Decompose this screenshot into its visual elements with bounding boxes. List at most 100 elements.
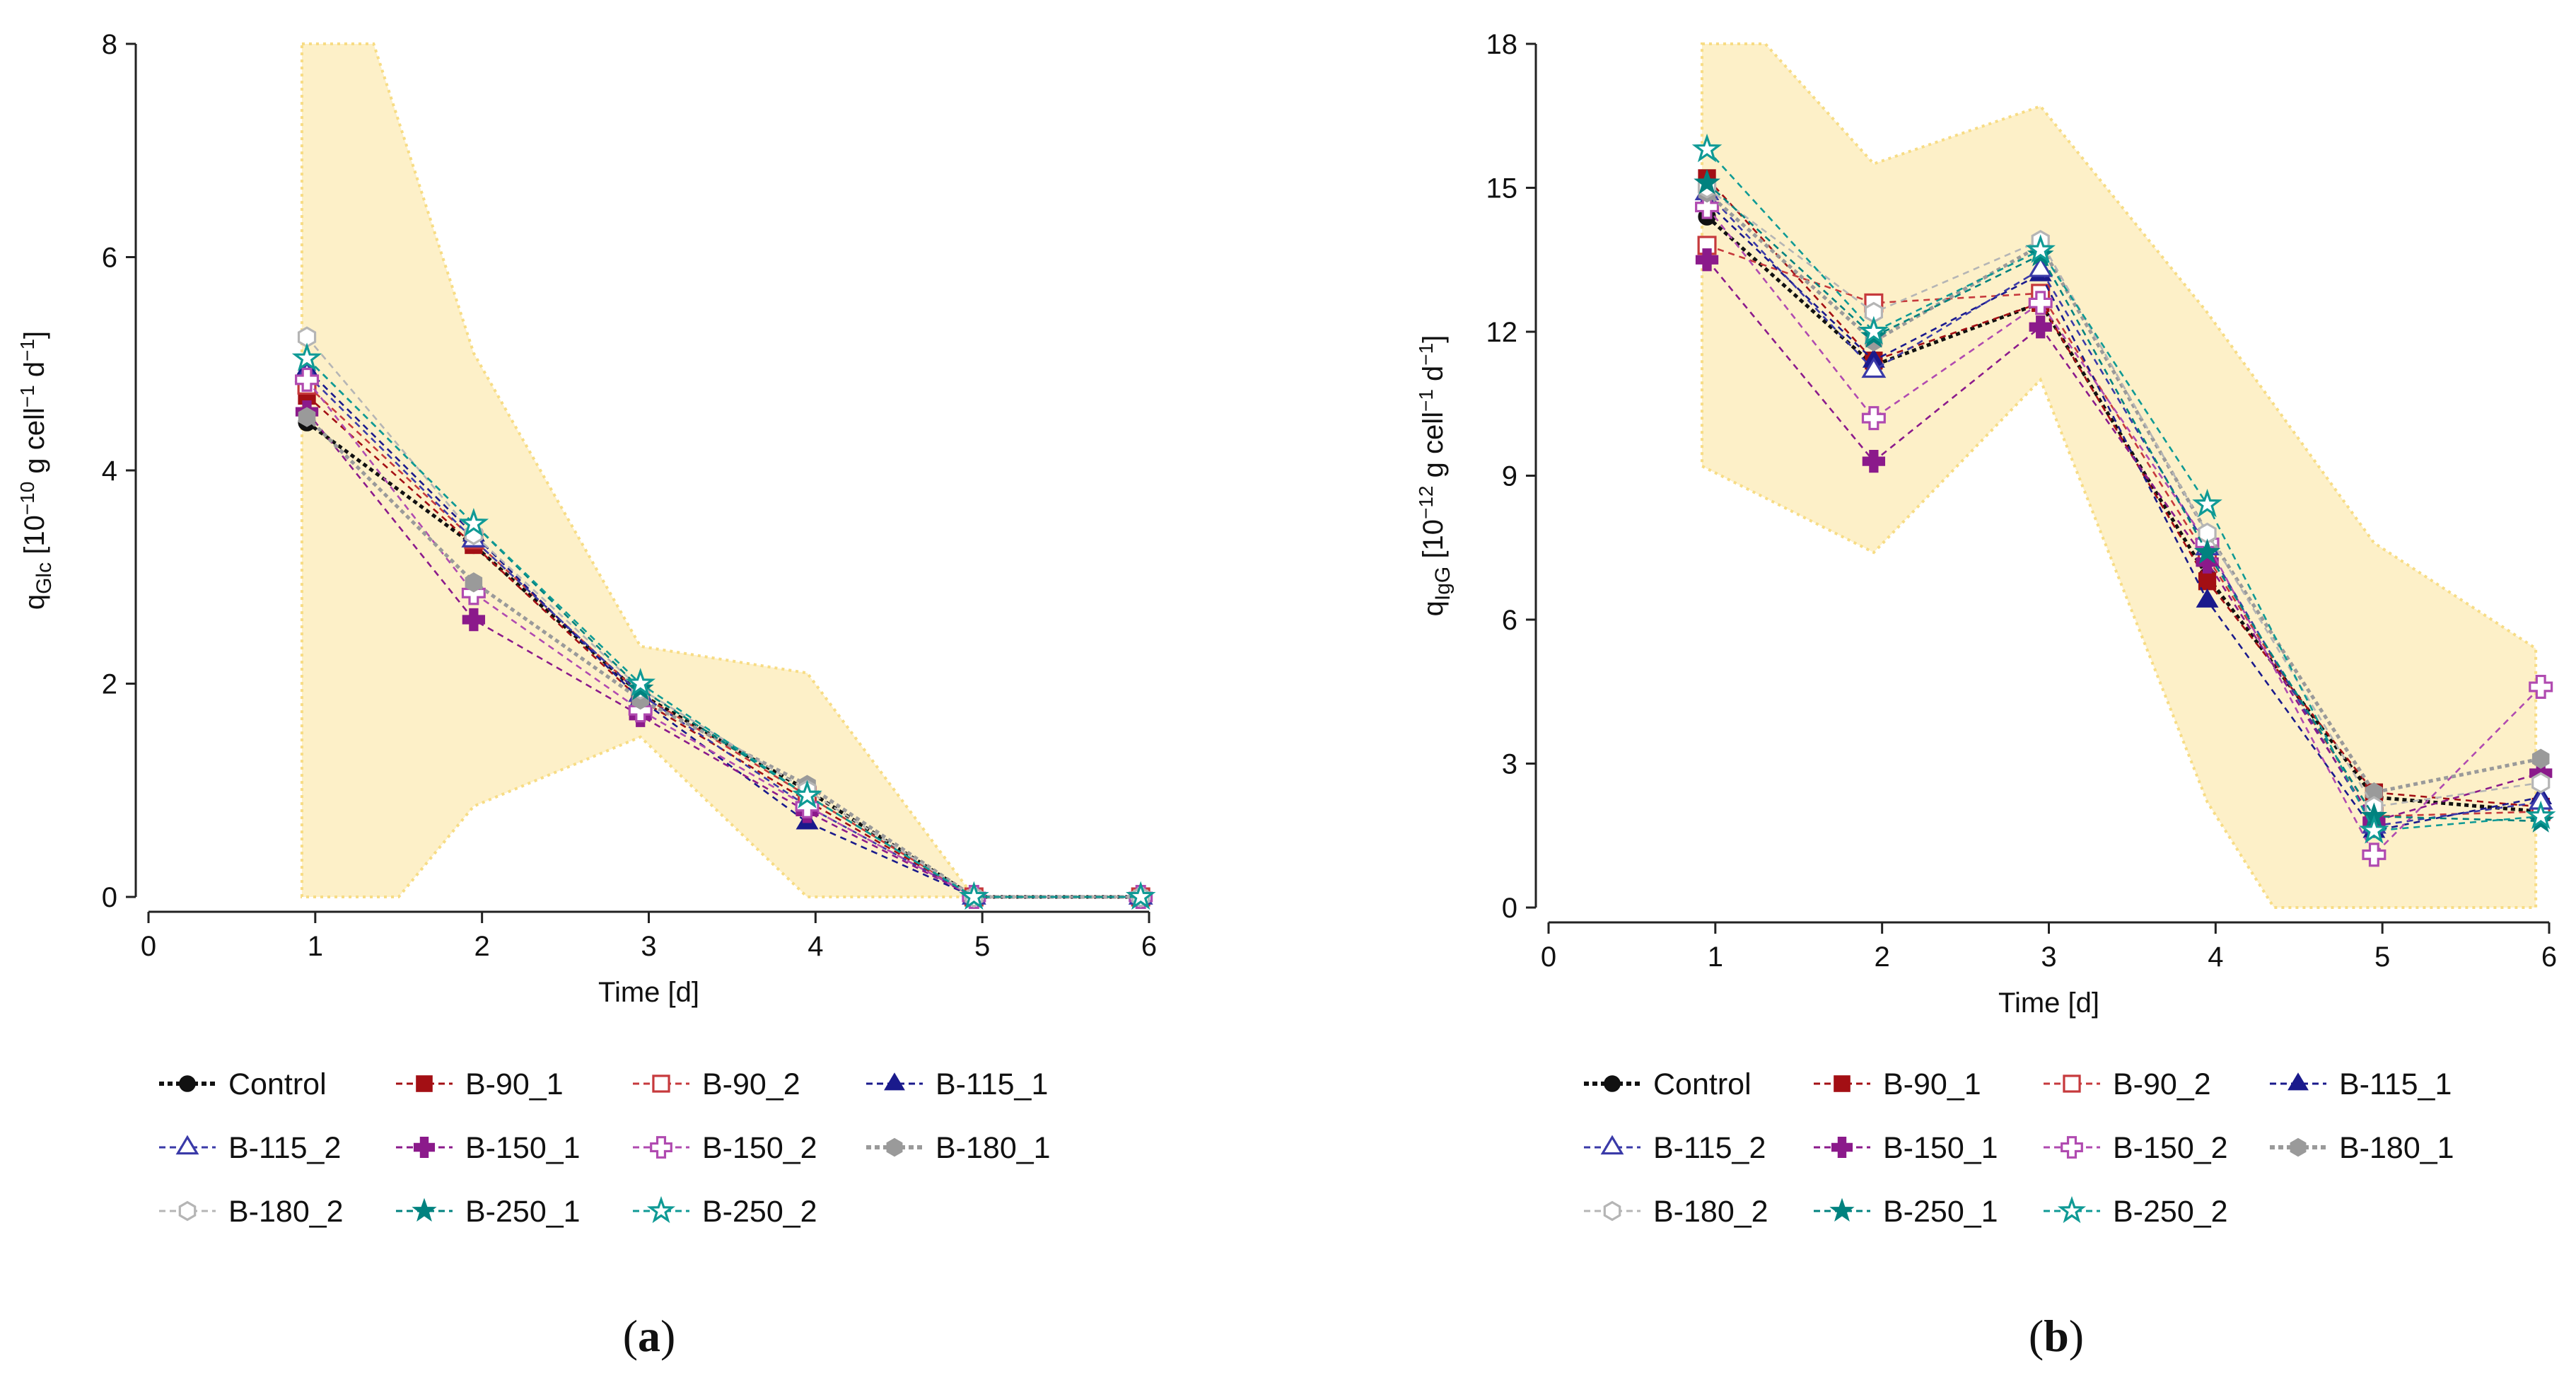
legend-label: B-250_1 <box>465 1195 581 1229</box>
legend-label: B-115_2 <box>228 1131 341 1165</box>
data-point <box>2531 772 2551 794</box>
legend: Control B-90_1 B-90_2 B-115_1 B-115_2 B-150_1… <box>159 1067 1051 1229</box>
legend-item: B-150_1 <box>1814 1131 1998 1165</box>
legend-item: B-115_1 <box>866 1067 1048 1101</box>
data-point <box>1125 881 1156 910</box>
legend-label: Control <box>1653 1067 1752 1101</box>
series-B-250_2 <box>1691 133 2556 844</box>
data-point <box>1861 406 1886 431</box>
data-point <box>1695 195 1720 219</box>
data-point <box>291 342 322 371</box>
y-axis-label: qGlc [10−10 g cell−1 d−1] <box>16 331 56 610</box>
legend-label: B-250_2 <box>702 1195 817 1229</box>
legend-marker <box>646 1195 676 1224</box>
legend-item: B-90_1 <box>1814 1067 1981 1101</box>
data-point <box>2362 842 2386 867</box>
legend-item: Control <box>159 1067 327 1101</box>
legend-marker <box>1604 1075 1621 1092</box>
legend-item: B-250_2 <box>633 1195 817 1229</box>
legend-label: B-90_1 <box>465 1067 564 1101</box>
series-line <box>1706 187 2541 808</box>
series-line <box>1706 259 2541 823</box>
y-tick-label: 6 <box>1502 605 1517 636</box>
legend-item: B-250_1 <box>1814 1195 1998 1229</box>
data-point <box>2193 538 2221 564</box>
x-tick-label: 1 <box>1708 941 1723 973</box>
y-tick-label: 6 <box>102 243 117 274</box>
x-tick-label: 4 <box>2208 941 2223 973</box>
legend-item: B-90_2 <box>633 1067 800 1101</box>
data-point <box>2192 488 2222 518</box>
data-point <box>465 572 483 593</box>
legend-marker <box>650 1136 672 1159</box>
legend-marker <box>652 1074 670 1093</box>
legend-label: B-115_1 <box>936 1067 1048 1101</box>
series-line <box>1706 191 2541 794</box>
legend: Control B-90_1 B-90_2 B-115_1 B-115_2 B-150_1… <box>1584 1067 2454 1229</box>
x-tick-label: 2 <box>1875 941 1890 973</box>
legend-item: B-115_1 <box>2270 1067 2452 1101</box>
x-tick-label: 1 <box>308 931 323 962</box>
panel-label: (a) <box>623 1311 676 1361</box>
legend-marker <box>2287 1072 2309 1091</box>
legend-label: B-150_1 <box>1883 1131 1998 1165</box>
legend-label: B-115_1 <box>2339 1067 2452 1101</box>
data-point <box>959 881 989 910</box>
y-tick-label: 15 <box>1486 173 1518 204</box>
x-tick-label: 2 <box>474 931 490 962</box>
confidence-band <box>1700 42 2538 909</box>
legend-item: B-90_1 <box>396 1067 564 1101</box>
series-line <box>1706 206 2542 857</box>
legend-item: B-150_1 <box>396 1131 581 1165</box>
legend-item: B-90_2 <box>2044 1067 2211 1101</box>
y-tick-label: 9 <box>1502 461 1517 492</box>
series-line <box>1706 178 2541 808</box>
series-B-250_2 <box>291 342 1156 910</box>
legend-label: B-250_2 <box>2113 1195 2228 1229</box>
legend-item: B-180_2 <box>159 1195 344 1229</box>
legend-marker <box>2057 1195 2087 1224</box>
y-tick-label: 18 <box>1486 29 1518 60</box>
legend-label: B-180_2 <box>1653 1195 1768 1229</box>
panel-label: (b) <box>2029 1311 2084 1361</box>
x-tick-label: 5 <box>974 931 990 962</box>
legend-marker <box>886 1137 903 1157</box>
data-point <box>2028 256 2053 277</box>
y-tick-label: 0 <box>102 882 117 913</box>
series-line <box>306 411 1141 898</box>
legend-marker <box>2290 1137 2307 1157</box>
legend-marker <box>1834 1075 1851 1092</box>
legend-label: Control <box>228 1067 327 1101</box>
data-point <box>1858 315 1889 345</box>
data-point <box>298 407 316 427</box>
legend-marker <box>175 1135 199 1155</box>
legend-marker <box>416 1075 433 1092</box>
data-point <box>2359 815 2389 844</box>
legend-item: B-180_1 <box>2270 1131 2454 1165</box>
legend-label: B-90_2 <box>702 1067 800 1101</box>
series-line <box>1706 215 2541 813</box>
legend-label: B-250_1 <box>1883 1195 1998 1229</box>
legend-item: B-115_2 <box>1584 1131 1766 1165</box>
legend-marker <box>884 1072 905 1091</box>
x-tick-label: 6 <box>2541 941 2557 973</box>
legend-marker <box>1603 1200 1621 1222</box>
y-tick-label: 0 <box>1502 893 1517 924</box>
legend-label: B-180_1 <box>936 1131 1051 1165</box>
series-line <box>306 357 1141 898</box>
data-point <box>792 780 822 809</box>
legend-label: B-150_2 <box>702 1131 817 1165</box>
legend-marker <box>2063 1074 2081 1093</box>
x-tick-label: 3 <box>641 931 656 962</box>
data-point <box>2531 748 2550 769</box>
x-tick-label: 4 <box>808 931 823 962</box>
data-point <box>2029 315 2052 339</box>
x-tick-label: 6 <box>1141 931 1157 962</box>
data-point <box>2529 674 2553 699</box>
confidence-band <box>300 42 1136 898</box>
legend-label: B-150_1 <box>465 1131 581 1165</box>
data-point <box>1695 248 1719 272</box>
y-tick-label: 3 <box>1502 749 1517 780</box>
legend-label: B-115_2 <box>1653 1131 1766 1165</box>
